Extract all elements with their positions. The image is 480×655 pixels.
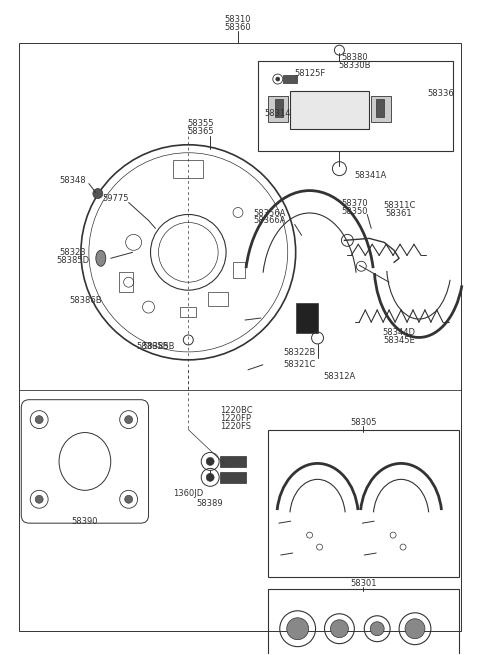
- Circle shape: [330, 620, 348, 638]
- Text: 58321C: 58321C: [284, 360, 316, 369]
- Text: 58301: 58301: [350, 579, 376, 588]
- Circle shape: [206, 474, 214, 481]
- Text: 58305: 58305: [350, 418, 376, 426]
- Bar: [283, 75, 297, 83]
- Circle shape: [35, 416, 43, 424]
- Bar: [180, 307, 196, 317]
- Text: 58312A: 58312A: [324, 372, 356, 381]
- Bar: [275, 99, 283, 117]
- Bar: [173, 160, 203, 178]
- Text: 58125F: 58125F: [294, 69, 325, 78]
- Circle shape: [206, 457, 214, 466]
- Text: 58360: 58360: [225, 24, 252, 32]
- Text: 58356A: 58356A: [253, 208, 286, 217]
- Bar: [258, 61, 453, 151]
- Text: 58348: 58348: [60, 176, 86, 185]
- Bar: [220, 472, 246, 483]
- Ellipse shape: [96, 250, 106, 267]
- Text: 58361: 58361: [386, 208, 412, 217]
- Circle shape: [405, 619, 425, 639]
- Text: 58370: 58370: [341, 198, 368, 208]
- Text: 58389: 58389: [197, 499, 224, 508]
- Text: 58345E: 58345E: [383, 336, 415, 345]
- Bar: [371, 96, 391, 122]
- Text: 58344D: 58344D: [383, 328, 416, 337]
- Bar: [233, 262, 245, 278]
- Bar: [119, 272, 132, 292]
- Text: 58311C: 58311C: [383, 200, 415, 210]
- Bar: [376, 99, 384, 117]
- Bar: [268, 589, 459, 655]
- Circle shape: [276, 77, 280, 81]
- Bar: [220, 457, 246, 468]
- Text: 58380: 58380: [341, 53, 368, 62]
- Circle shape: [93, 189, 103, 198]
- Text: 58336: 58336: [427, 89, 454, 98]
- Bar: [268, 430, 459, 577]
- Text: 58322B: 58322B: [284, 348, 316, 357]
- Text: 58330B: 58330B: [338, 61, 371, 70]
- Text: 58386B: 58386B: [70, 296, 102, 305]
- Text: 58350: 58350: [341, 206, 368, 215]
- Bar: [290, 91, 369, 129]
- Bar: [208, 292, 228, 306]
- Text: 58385D: 58385D: [57, 256, 90, 265]
- Circle shape: [125, 416, 132, 424]
- Text: 1220BC: 1220BC: [220, 405, 253, 415]
- Circle shape: [287, 618, 309, 640]
- Text: 58365: 58365: [187, 127, 214, 136]
- Text: 1220FS: 1220FS: [220, 422, 251, 430]
- Circle shape: [35, 495, 43, 503]
- Text: 58366A: 58366A: [253, 216, 286, 225]
- Text: 1220FP: 1220FP: [220, 414, 251, 422]
- Text: 58355: 58355: [187, 119, 214, 128]
- Text: 58314: 58314: [264, 109, 291, 118]
- Text: 58390: 58390: [72, 517, 98, 526]
- Bar: [296, 303, 318, 333]
- Text: 58341A: 58341A: [354, 171, 386, 179]
- Text: 58323: 58323: [60, 248, 86, 257]
- Text: 1360JD: 1360JD: [173, 489, 204, 498]
- Text: 59775: 59775: [102, 194, 129, 202]
- Bar: [268, 96, 288, 122]
- Text: 58310: 58310: [225, 15, 251, 24]
- Text: 58385B: 58385B: [136, 342, 169, 351]
- Circle shape: [370, 622, 384, 636]
- Text: 58385B: 58385B: [142, 342, 175, 351]
- Circle shape: [125, 495, 132, 503]
